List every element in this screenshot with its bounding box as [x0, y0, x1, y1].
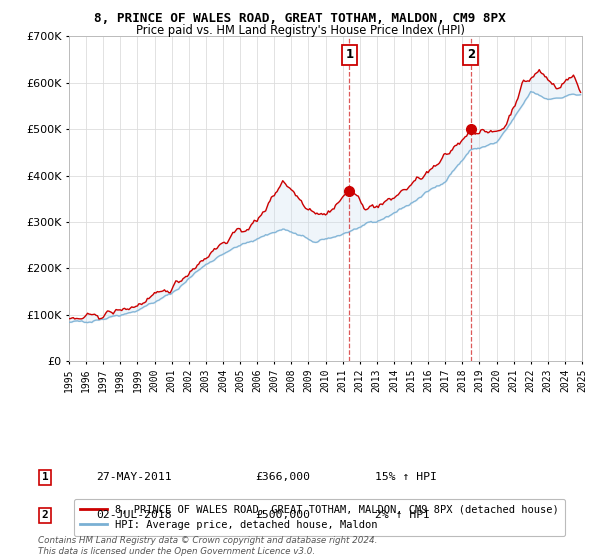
- Text: Price paid vs. HM Land Registry's House Price Index (HPI): Price paid vs. HM Land Registry's House …: [136, 24, 464, 37]
- Text: 2: 2: [467, 49, 475, 62]
- Text: 02-JUL-2018: 02-JUL-2018: [96, 510, 172, 520]
- Text: £500,000: £500,000: [255, 510, 310, 520]
- Text: 1: 1: [346, 49, 353, 62]
- Text: 27-MAY-2011: 27-MAY-2011: [96, 472, 172, 482]
- Text: 1: 1: [41, 472, 49, 482]
- Text: 15% ↑ HPI: 15% ↑ HPI: [375, 472, 437, 482]
- Text: Contains HM Land Registry data © Crown copyright and database right 2024.
This d: Contains HM Land Registry data © Crown c…: [38, 536, 377, 556]
- Legend: 8, PRINCE OF WALES ROAD, GREAT TOTHAM, MALDON, CM9 8PX (detached house), HPI: Av: 8, PRINCE OF WALES ROAD, GREAT TOTHAM, M…: [74, 498, 565, 536]
- Text: 8, PRINCE OF WALES ROAD, GREAT TOTHAM, MALDON, CM9 8PX: 8, PRINCE OF WALES ROAD, GREAT TOTHAM, M…: [94, 12, 506, 25]
- Text: 2% ↑ HPI: 2% ↑ HPI: [375, 510, 430, 520]
- Text: £366,000: £366,000: [255, 472, 310, 482]
- Text: 2: 2: [41, 510, 49, 520]
